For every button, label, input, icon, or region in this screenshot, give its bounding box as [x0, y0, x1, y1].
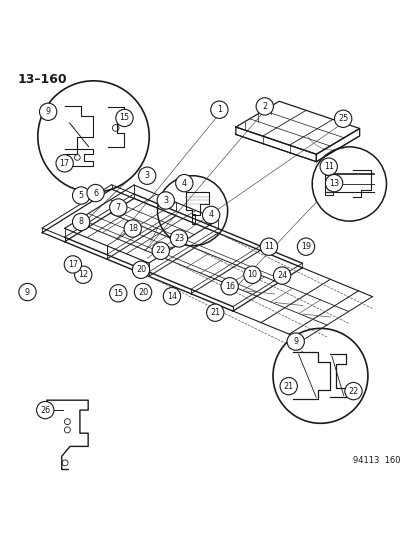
- Circle shape: [157, 192, 174, 209]
- Text: 21: 21: [210, 308, 220, 317]
- Circle shape: [138, 167, 155, 184]
- Text: 12: 12: [78, 270, 88, 279]
- Circle shape: [279, 377, 297, 395]
- Circle shape: [74, 266, 92, 284]
- Circle shape: [325, 174, 342, 192]
- Circle shape: [39, 103, 57, 120]
- Text: 13–160: 13–160: [17, 74, 66, 86]
- Circle shape: [116, 109, 133, 127]
- Text: 23: 23: [173, 234, 183, 243]
- Text: 94113  160: 94113 160: [353, 456, 400, 465]
- Text: 15: 15: [113, 289, 123, 298]
- Text: 10: 10: [247, 270, 257, 279]
- Circle shape: [286, 333, 304, 350]
- Circle shape: [124, 220, 141, 237]
- Circle shape: [64, 256, 81, 273]
- Circle shape: [256, 98, 273, 115]
- Circle shape: [163, 287, 180, 305]
- Circle shape: [56, 155, 73, 172]
- Text: 6: 6: [93, 189, 98, 198]
- Text: 21: 21: [283, 382, 293, 391]
- Circle shape: [19, 284, 36, 301]
- Circle shape: [175, 174, 192, 192]
- Text: 1: 1: [216, 105, 221, 114]
- Text: 26: 26: [40, 406, 50, 415]
- Text: 2: 2: [261, 102, 267, 111]
- Circle shape: [344, 383, 361, 400]
- Circle shape: [319, 158, 337, 175]
- Text: 9: 9: [45, 107, 50, 116]
- Text: 3: 3: [144, 171, 150, 180]
- Text: 11: 11: [323, 162, 333, 171]
- Text: 19: 19: [300, 242, 310, 251]
- Text: 14: 14: [166, 292, 176, 301]
- Circle shape: [36, 401, 54, 419]
- Circle shape: [297, 238, 314, 255]
- Text: 4: 4: [181, 179, 186, 188]
- Circle shape: [109, 199, 127, 216]
- Circle shape: [334, 110, 351, 127]
- Circle shape: [221, 278, 238, 295]
- Circle shape: [206, 304, 223, 321]
- Text: 17: 17: [59, 159, 69, 168]
- Circle shape: [72, 187, 90, 204]
- Circle shape: [152, 242, 169, 260]
- Text: 16: 16: [224, 282, 234, 291]
- Text: 20: 20: [135, 265, 146, 274]
- Text: 11: 11: [263, 242, 273, 251]
- Text: 5: 5: [78, 191, 83, 200]
- Circle shape: [243, 266, 261, 284]
- Text: 18: 18: [128, 224, 138, 233]
- Text: 13: 13: [328, 179, 338, 188]
- Text: 3: 3: [163, 196, 168, 205]
- Circle shape: [134, 284, 151, 301]
- Text: 9: 9: [25, 288, 30, 296]
- Text: 24: 24: [276, 271, 287, 280]
- Text: 25: 25: [337, 114, 347, 123]
- Text: 22: 22: [347, 386, 358, 395]
- Text: 17: 17: [68, 260, 78, 269]
- Circle shape: [260, 238, 277, 255]
- Text: 15: 15: [119, 114, 129, 123]
- Text: 22: 22: [155, 246, 166, 255]
- Circle shape: [132, 261, 149, 278]
- Circle shape: [72, 213, 90, 231]
- Circle shape: [273, 267, 290, 284]
- Text: 20: 20: [138, 288, 148, 296]
- Text: 9: 9: [292, 337, 297, 346]
- Circle shape: [210, 101, 228, 118]
- Circle shape: [202, 206, 219, 223]
- Circle shape: [170, 230, 187, 247]
- Text: 7: 7: [116, 203, 121, 212]
- Circle shape: [109, 285, 127, 302]
- Circle shape: [87, 184, 104, 201]
- Text: 4: 4: [208, 211, 213, 220]
- Text: 8: 8: [78, 217, 83, 227]
